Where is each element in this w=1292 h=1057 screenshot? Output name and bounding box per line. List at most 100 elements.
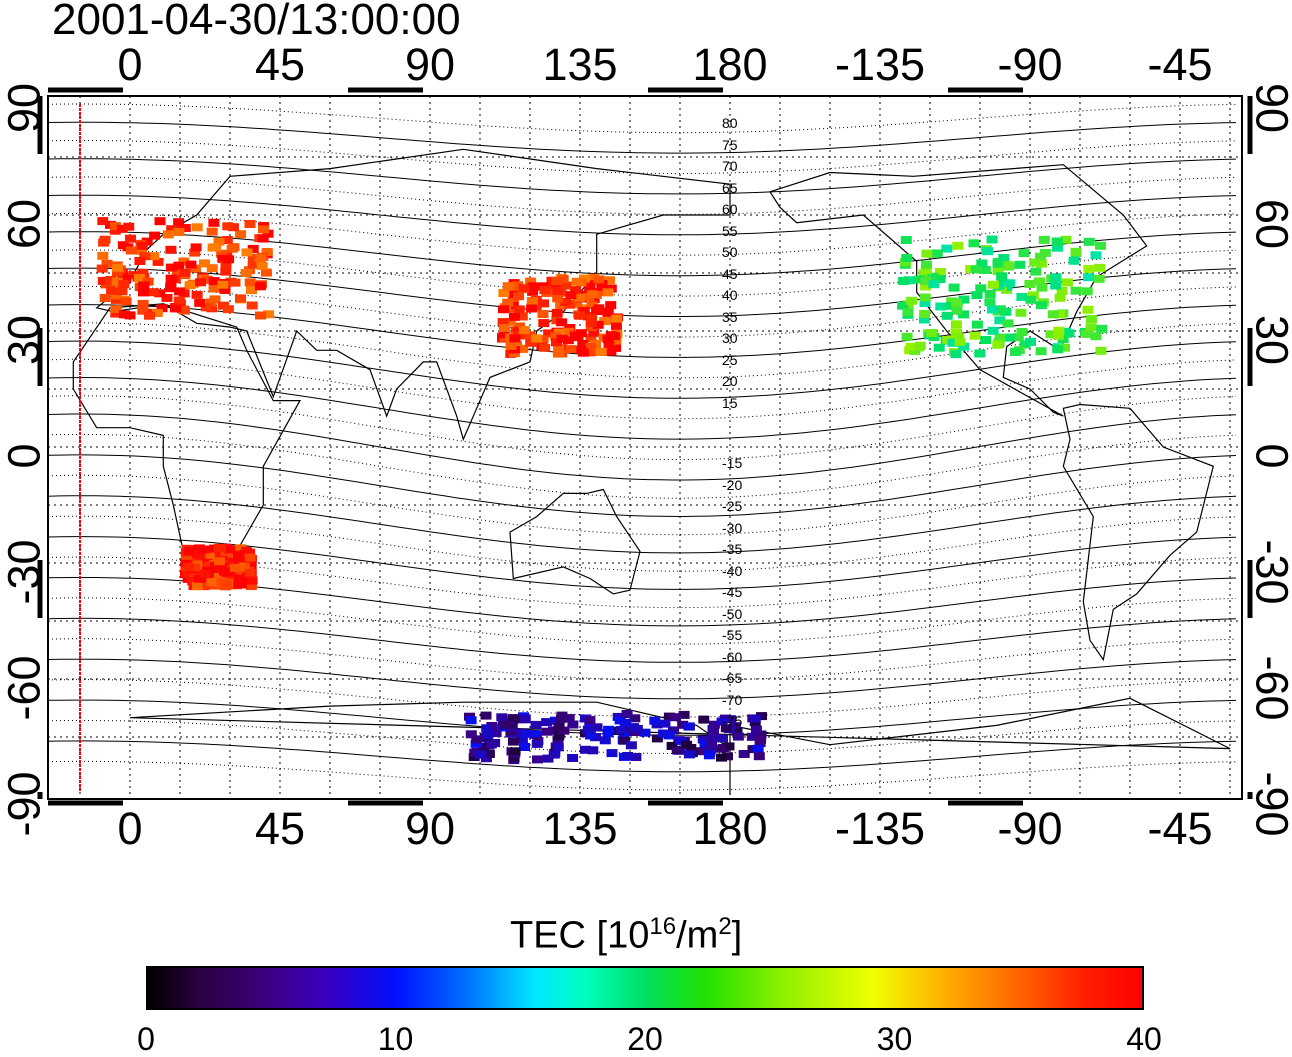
tec-cell xyxy=(240,269,252,277)
tec-cell xyxy=(551,308,563,317)
tec-cell xyxy=(996,272,1008,281)
tec-cell xyxy=(572,333,584,342)
tec-cell xyxy=(1039,248,1051,257)
tec-cell xyxy=(191,290,203,299)
tec-cell xyxy=(901,332,913,341)
tec-cell xyxy=(927,272,939,281)
tec-cell xyxy=(982,247,994,256)
tec-cell xyxy=(502,298,514,307)
tec-cell xyxy=(1053,310,1065,319)
magnetic-latitude-label: 15 xyxy=(722,394,738,411)
tec-cell xyxy=(256,261,268,270)
tec-cell xyxy=(123,222,135,231)
tec-cell xyxy=(974,349,986,358)
tec-cell xyxy=(630,753,642,761)
tec-cell xyxy=(584,716,596,725)
tec-cell xyxy=(951,306,963,315)
tec-cell xyxy=(229,278,241,287)
tec-cell xyxy=(1035,347,1047,356)
y-tick-left: 0 xyxy=(0,443,50,469)
tec-cell xyxy=(619,736,630,745)
tec-cell xyxy=(933,343,945,352)
tec-cell xyxy=(538,319,550,328)
tec-cell xyxy=(606,749,618,758)
tec-cell xyxy=(200,303,212,312)
y-tick-right: 0 xyxy=(1247,443,1292,468)
magnetic-latitude-contour xyxy=(47,474,1237,536)
tec-cell xyxy=(1030,267,1042,276)
tec-cell xyxy=(513,305,525,314)
tec-cell xyxy=(506,720,518,729)
tec-cell xyxy=(987,280,999,289)
tec-cell xyxy=(592,320,604,329)
tec-cell xyxy=(1063,329,1075,338)
tec-cell xyxy=(125,234,136,243)
tec-cell xyxy=(1002,261,1014,270)
magnetic-latitude-contour xyxy=(47,679,1237,718)
tec-cell xyxy=(557,275,569,284)
tec-cell xyxy=(137,299,149,308)
tec-cell xyxy=(496,713,508,722)
tec-cell xyxy=(221,236,233,244)
tec-cell xyxy=(1052,331,1064,340)
tec-cell xyxy=(1070,247,1082,256)
tec-cell xyxy=(906,296,918,305)
coastline xyxy=(95,148,731,442)
tec-cell xyxy=(947,338,959,347)
tec-cell xyxy=(165,281,177,290)
tec-cell xyxy=(109,222,121,231)
tec-cell xyxy=(921,249,933,258)
tec-cell xyxy=(1015,308,1027,317)
tec-cell xyxy=(508,312,520,321)
tec-cell xyxy=(971,320,983,329)
tec-cell xyxy=(551,277,563,285)
tec-cell xyxy=(992,259,1004,268)
tec-region-north-america xyxy=(897,235,1108,359)
tec-cell xyxy=(516,312,528,321)
tec-cell xyxy=(509,334,521,343)
tec-cell xyxy=(244,569,256,578)
tec-cell xyxy=(101,259,113,268)
tec-cell xyxy=(507,714,519,723)
tec-cell xyxy=(502,282,514,291)
tec-cell xyxy=(658,729,669,738)
magnetic-latitude-label: -35 xyxy=(722,541,743,557)
tec-cell xyxy=(926,329,938,337)
y-tick-right: -60 xyxy=(1246,655,1292,721)
y-tick-right: -30 xyxy=(1246,539,1292,605)
tec-cell xyxy=(610,336,622,345)
tec-cell xyxy=(156,304,168,313)
coastline xyxy=(1062,403,1215,662)
tec-cell xyxy=(215,544,227,553)
tec-cell xyxy=(525,277,537,286)
tec-cell xyxy=(941,244,953,253)
tec-cell xyxy=(465,716,477,725)
tec-cell xyxy=(111,268,123,277)
tec-cell xyxy=(217,254,229,263)
magnetic-latitude-label: -30 xyxy=(722,519,743,536)
tec-cell xyxy=(509,747,521,756)
tec-cell xyxy=(900,236,912,244)
x-tick-top: 45 xyxy=(254,39,306,90)
tec-cell xyxy=(552,286,564,295)
tec-cell xyxy=(1004,279,1016,288)
tec-cell xyxy=(716,753,727,762)
tec-cell xyxy=(543,329,555,338)
tec-cell xyxy=(138,288,149,297)
tec-cell xyxy=(1053,326,1065,335)
tec-cell xyxy=(994,305,1006,314)
tec-cell xyxy=(1090,251,1102,260)
tec-cell xyxy=(950,350,962,359)
tec-cell xyxy=(254,254,266,263)
tec-cell xyxy=(553,722,565,731)
tec-cell xyxy=(184,546,196,555)
x-tick-bottom: 135 xyxy=(542,803,618,854)
tec-cell xyxy=(233,580,245,589)
tec-cell xyxy=(587,746,599,755)
tec-cell xyxy=(681,740,693,749)
tec-region-europe xyxy=(96,217,275,320)
tec-cell xyxy=(222,222,234,231)
tec-cell xyxy=(217,280,229,289)
magnetic-latitude-label: -50 xyxy=(722,605,743,622)
tec-cell xyxy=(244,220,256,228)
